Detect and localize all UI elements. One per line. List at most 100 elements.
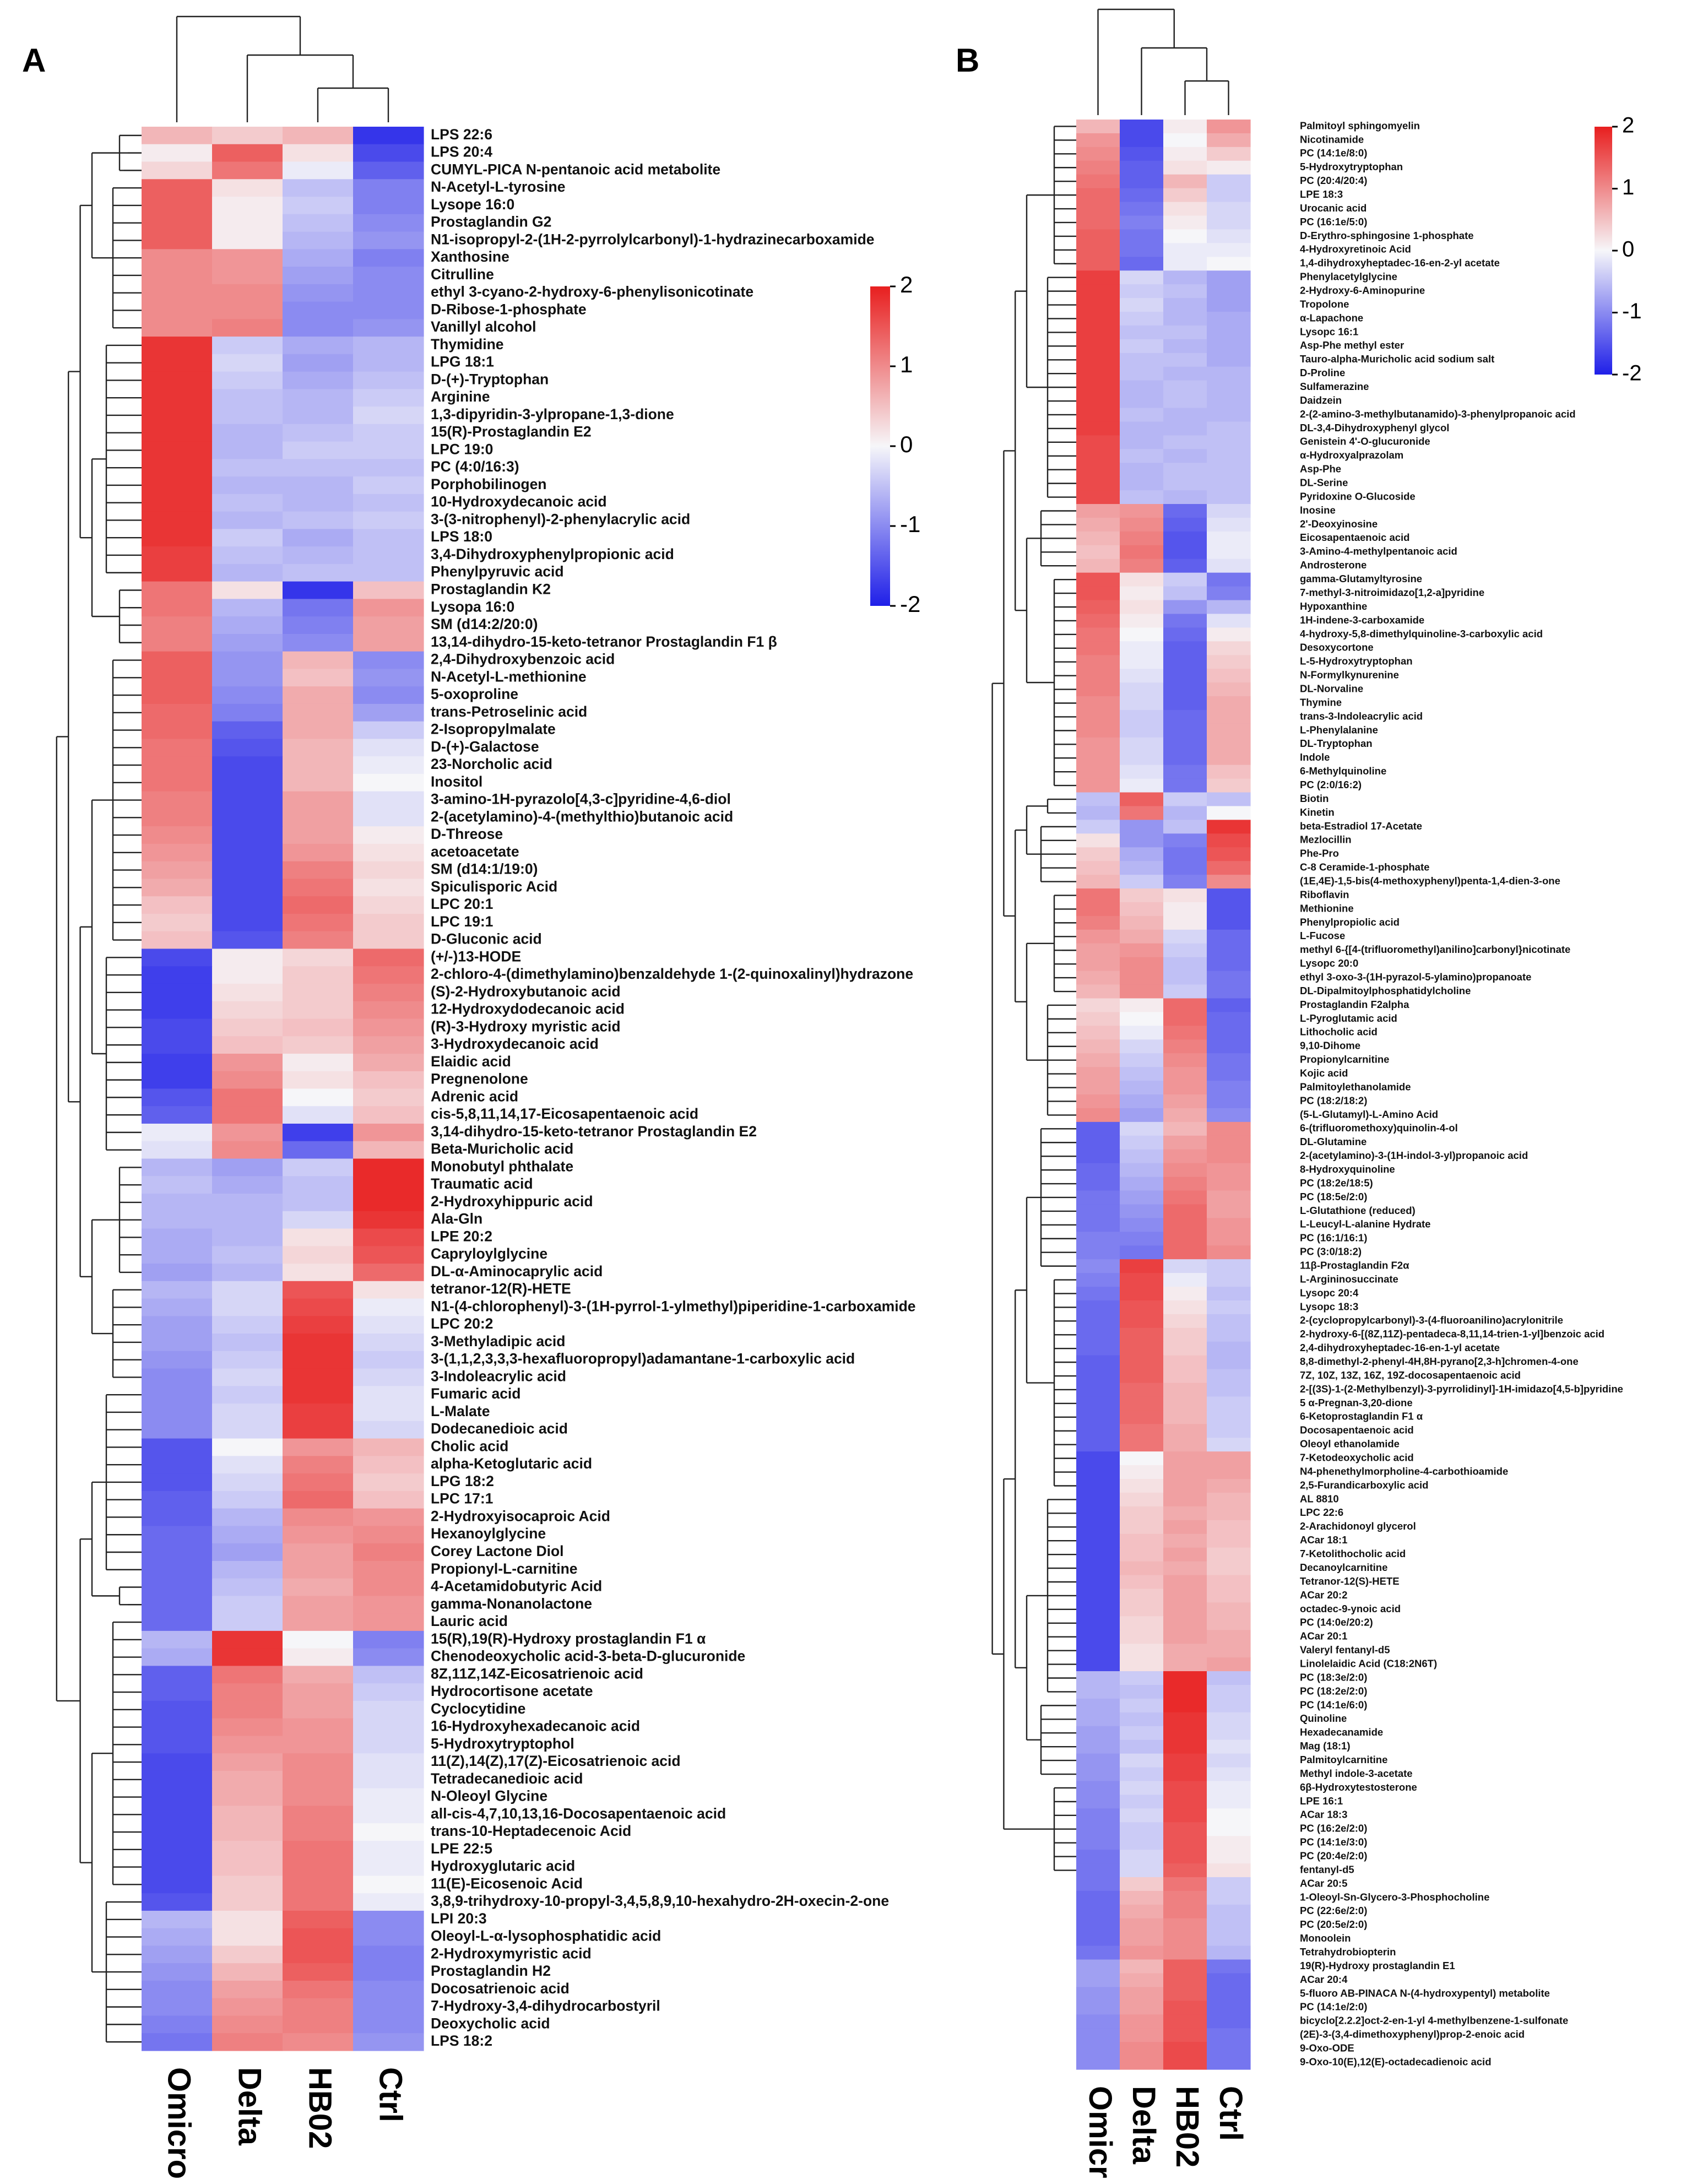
heatmap-cell	[142, 721, 213, 739]
heatmap-cell	[1120, 1438, 1164, 1452]
heatmap-cell	[1120, 1232, 1164, 1246]
heatmap-cell	[1163, 1932, 1207, 1947]
legend-tick-label: 0	[900, 431, 913, 457]
heatmap-cell	[1163, 1520, 1207, 1535]
heatmap-cell	[1207, 2001, 1251, 2015]
heatmap-cell	[1163, 2028, 1207, 2042]
row-label: Citrulline	[431, 266, 494, 283]
heatmap-cell	[1076, 1726, 1120, 1741]
heatmap-cell	[1207, 1039, 1251, 1054]
heatmap-cell	[1207, 1795, 1251, 1809]
heatmap-cell	[1163, 1959, 1207, 1974]
heatmap-cell	[1076, 1314, 1120, 1329]
heatmap-cell	[283, 843, 354, 862]
row-label: LPE 22:5	[431, 1840, 492, 1857]
heatmap-cell	[283, 337, 354, 355]
heatmap-cell	[353, 267, 424, 285]
row-label: DL-Glutamine	[1300, 1136, 1367, 1147]
heatmap-cell	[1163, 380, 1207, 395]
heatmap-cell	[1120, 1026, 1164, 1040]
heatmap-cell	[1076, 1850, 1120, 1864]
heatmap-cell	[1207, 1204, 1251, 1218]
heatmap-cell	[1163, 229, 1207, 243]
heatmap-cell	[1120, 1465, 1164, 1479]
row-label: 2-Arachidonoyl glycerol	[1300, 1520, 1416, 1532]
heatmap-cell	[283, 179, 354, 197]
heatmap-cell	[283, 633, 354, 652]
heatmap-cell	[283, 1334, 354, 1352]
heatmap-cell	[353, 459, 424, 477]
row-label: octadec-9-ynoic acid	[1300, 1603, 1401, 1614]
heatmap-cell	[212, 1490, 283, 1509]
row-label: Hydrocortisone acetate	[431, 1683, 593, 1699]
heatmap-cell	[1207, 1506, 1251, 1521]
heatmap-cell	[353, 599, 424, 617]
heatmap-cell	[1120, 2001, 1164, 2015]
heatmap-cell	[1207, 147, 1251, 161]
heatmap-cell	[1207, 943, 1251, 958]
heatmap-cell	[1076, 325, 1120, 340]
heatmap-cell	[1163, 1273, 1207, 1287]
heatmap-cell	[283, 424, 354, 442]
heatmap-cell	[1120, 1520, 1164, 1535]
heatmap-cell	[1120, 1561, 1164, 1576]
heatmap-cell	[1207, 449, 1251, 463]
row-label: SM (d14:1/19:0)	[431, 861, 538, 877]
row-label: 7-Hydroxy-3,4-dihydrocarbostyril	[431, 1998, 660, 2014]
row-label: L-Fucose	[1300, 930, 1345, 941]
legend-tick-label: 2	[900, 272, 913, 297]
heatmap-cell	[1120, 531, 1164, 546]
row-label: Oleoyl ethanolamide	[1300, 1438, 1400, 1450]
heatmap-cell	[1120, 1781, 1164, 1796]
row-label: PC (3:0/18:2)	[1300, 1246, 1362, 1257]
heatmap-cell	[212, 511, 283, 529]
heatmap-cell	[353, 1403, 424, 1422]
heatmap-cell	[1076, 1163, 1120, 1178]
heatmap-cell	[1163, 1053, 1207, 1067]
heatmap-cell	[1120, 147, 1164, 161]
heatmap-cell	[1163, 1190, 1207, 1205]
heatmap-cell	[1076, 1904, 1120, 1919]
heatmap-cell	[1207, 1945, 1251, 1960]
heatmap-cell	[1076, 202, 1120, 216]
row-label: Riboflavin	[1300, 888, 1349, 900]
heatmap-cell	[1120, 806, 1164, 821]
heatmap-cell	[283, 896, 354, 914]
heatmap-cell	[1120, 1753, 1164, 1768]
row-label: ACar 20:2	[1300, 1589, 1347, 1601]
heatmap-cell	[142, 843, 213, 862]
heatmap-cell	[1207, 1616, 1251, 1630]
heatmap-cell	[1163, 723, 1207, 738]
row-label: 2-Hydroxy-6-Aminopurine	[1300, 285, 1425, 296]
heatmap-cell	[283, 1018, 354, 1037]
heatmap-cell	[142, 1560, 213, 1579]
heatmap-cell	[1120, 1547, 1164, 1562]
row-label: Desoxycortone	[1300, 642, 1374, 653]
heatmap-cell	[1207, 1012, 1251, 1026]
heatmap-cell	[1163, 339, 1207, 354]
row-label: 9-Oxo-ODE	[1300, 2042, 1354, 2054]
heatmap-cell	[1207, 1836, 1251, 1850]
heatmap-cell	[283, 1228, 354, 1246]
heatmap-cell	[1076, 1932, 1120, 1947]
heatmap-cell	[1120, 1149, 1164, 1164]
heatmap-cell	[353, 1543, 424, 1562]
legend-tick-label: 2	[1622, 113, 1634, 138]
heatmap-cell	[353, 1106, 424, 1124]
heatmap-cell	[283, 616, 354, 635]
row-label: Lysopc 20:0	[1300, 957, 1358, 969]
row-label: 3-Amino-4-methylpentanoic acid	[1300, 545, 1457, 557]
heatmap-cell	[283, 1473, 354, 1492]
column-label-delta: Delta	[232, 2067, 268, 2146]
heatmap-cell	[142, 896, 213, 914]
heatmap-cell	[1076, 641, 1120, 655]
row-label: 5-Hydroxytryptophol	[431, 1735, 574, 1752]
row-label: L-Glutathione (reduced)	[1300, 1205, 1416, 1216]
row-label: N1-isopropyl-2-(1H-2-pyrrolylcarbonyl)-1…	[431, 231, 875, 247]
heatmap-cell	[283, 1526, 354, 1544]
heatmap-cell	[142, 1736, 213, 1754]
heatmap-cell	[142, 1158, 213, 1177]
heatmap-cell	[283, 1508, 354, 1526]
row-label: 2-chloro-4-(dimethylamino)benzaldehyde 1…	[431, 966, 913, 982]
heatmap-cell	[1076, 957, 1120, 972]
